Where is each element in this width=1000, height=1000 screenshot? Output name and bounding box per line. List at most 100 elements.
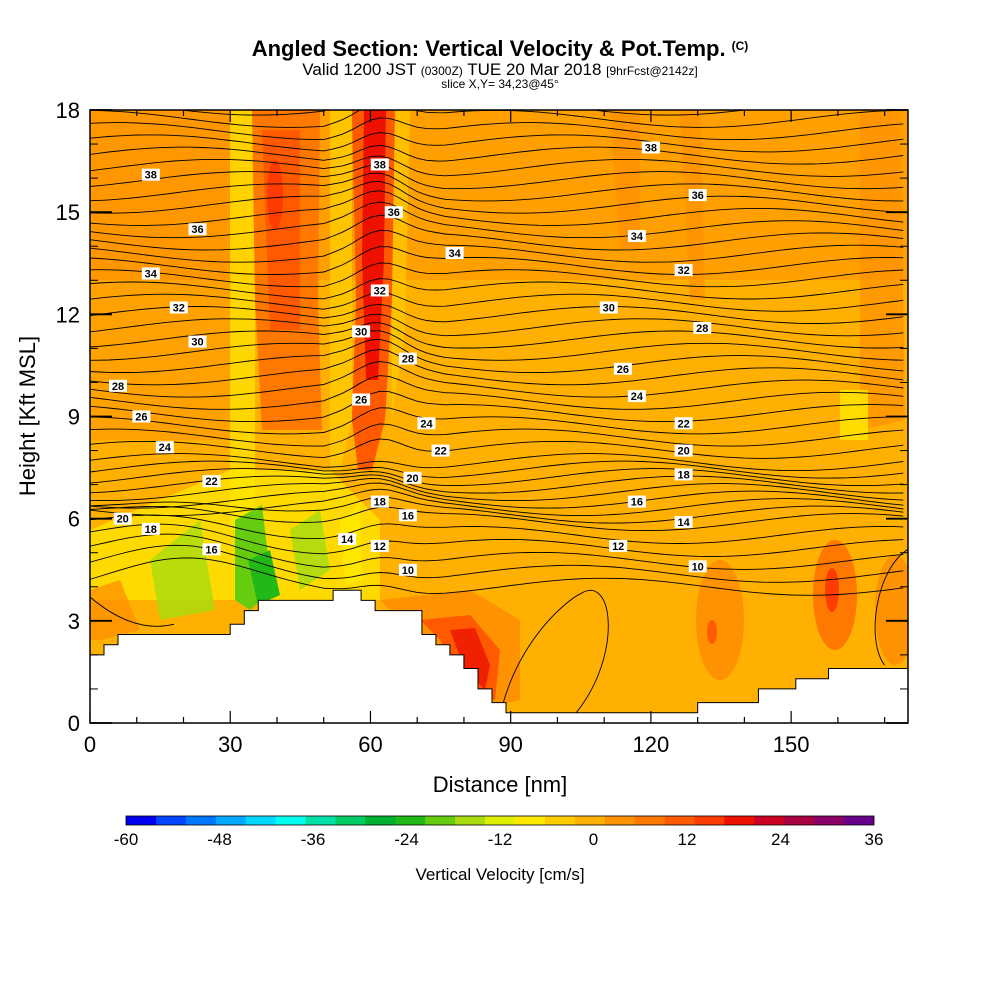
colorbar-swatch [126,816,157,825]
contour-label-bg [398,563,417,576]
field-cell-left [90,580,140,640]
contour-label: 24 [155,441,174,454]
contour-label-bg [352,393,371,406]
contour-label: 28 [693,322,712,335]
contour-label-text: 18 [145,524,157,536]
colorbar-swatch [335,816,366,825]
contour-label-text: 14 [341,534,354,546]
isentrope-line [90,474,904,494]
terrain-mask [89,589,909,724]
contour-label-bg [141,267,160,280]
contour-label-bg [674,417,693,430]
field-lower-lime [150,520,215,620]
contour-label: 30 [188,335,207,349]
contour-label-text: 18 [374,497,386,509]
chart-title: Angled Section: Vertical Velocity & Pot.… [0,36,1000,62]
contour-label: 30 [352,325,371,338]
field-slope-core [450,628,490,690]
colorbar-swatch [245,816,276,825]
contour-label: 20 [674,444,693,458]
x-tick-label: 150 [773,732,810,757]
isentrope-line [90,544,904,583]
colorbar-swatch [455,816,486,825]
contour-label-text: 30 [191,337,203,349]
contour-label-text: 18 [677,469,689,481]
contour-label-text: 30 [603,303,615,315]
contour-label-bg [398,509,417,522]
isentrope-line [90,453,904,472]
contour-label-bg [352,325,371,338]
contour-label-bg [609,539,628,552]
contour-label: 20 [113,512,132,526]
colorbar-swatch [215,816,246,825]
isentrope-line [90,460,904,479]
contour-label-text: 20 [677,446,689,458]
contour-label-bg [627,230,646,242]
colorbar-swatch [844,816,875,825]
isentrope-line [90,390,904,423]
contour-label: 32 [169,301,188,315]
x-axis-title: Distance [nm] [433,772,568,797]
colorbar-tick-label: -36 [301,830,326,849]
contour-label-text: 32 [677,265,689,277]
contour-label-text: 22 [205,476,217,488]
x-tick-label: 120 [633,732,670,757]
y-tick-label: 15 [56,200,80,225]
isentrope-line [177,110,749,116]
field-main-column-core [362,110,386,380]
isentrope-line [90,313,904,337]
y-tick-label: 18 [56,98,80,123]
contour-label: 32 [370,284,389,298]
isentrope-line [90,523,904,557]
contour-label-bg [370,158,389,171]
contour-label-text: 24 [420,418,433,430]
contour-label-text: 38 [374,160,386,172]
contour-label: 30 [599,301,618,315]
isentrope-line [90,468,904,487]
contour-label-bg [674,444,693,457]
contour-label: 28 [398,352,417,366]
contour-label-bg [370,495,389,508]
contour-label-bg [113,512,132,525]
contour-label-text: 28 [112,381,124,393]
contour-label: 34 [445,247,464,260]
contour-label-bg [141,522,160,535]
field-green-blob-c [290,510,330,590]
contour-label-text: 10 [692,561,704,573]
contour-label-text: 34 [145,269,158,281]
contour-label: 12 [370,539,389,553]
colorbar-swatch [634,816,665,825]
contour-label: 38 [141,168,160,182]
field-right-yellow [840,390,868,440]
contour-label-text: 20 [117,514,129,526]
contour-label-text: 36 [388,207,400,219]
contour-label-text: 38 [645,143,657,155]
contour-label-bg [169,301,188,314]
contour-label-text: 24 [159,442,172,454]
contour-label: 24 [627,390,646,403]
contour-label-text: 12 [612,541,624,553]
field-yellow-band [230,110,255,530]
isentrope-line [90,144,904,165]
slice-info: slice X,Y= 34,23@45° [441,77,559,91]
contour-label-bg [688,189,707,202]
contour-label-bg [370,284,389,297]
colorbar-swatch [664,816,695,825]
contour-label: 38 [370,158,389,172]
y-tick-label: 6 [68,507,80,532]
contour-label-text: 22 [677,418,689,430]
isentrope-line [90,132,904,153]
contour-label-text: 14 [677,517,690,529]
field-green-blob-b [248,550,280,605]
contour-label-text: 16 [631,497,643,509]
colorbar-swatch [724,816,755,825]
x-tick-label: 30 [218,732,242,757]
isentrope-line [90,514,904,544]
contour-label: 22 [431,444,450,458]
colorbar-swatch [395,816,426,825]
isentrope-line [90,488,904,517]
contour-label: 34 [627,230,646,243]
colorbar-tick-label: -48 [207,830,232,849]
contour-labels: 38 36 34 32 30 28 26 24 22 20 18 16 38 36 34 32 30 28 26 24… [109,141,712,577]
